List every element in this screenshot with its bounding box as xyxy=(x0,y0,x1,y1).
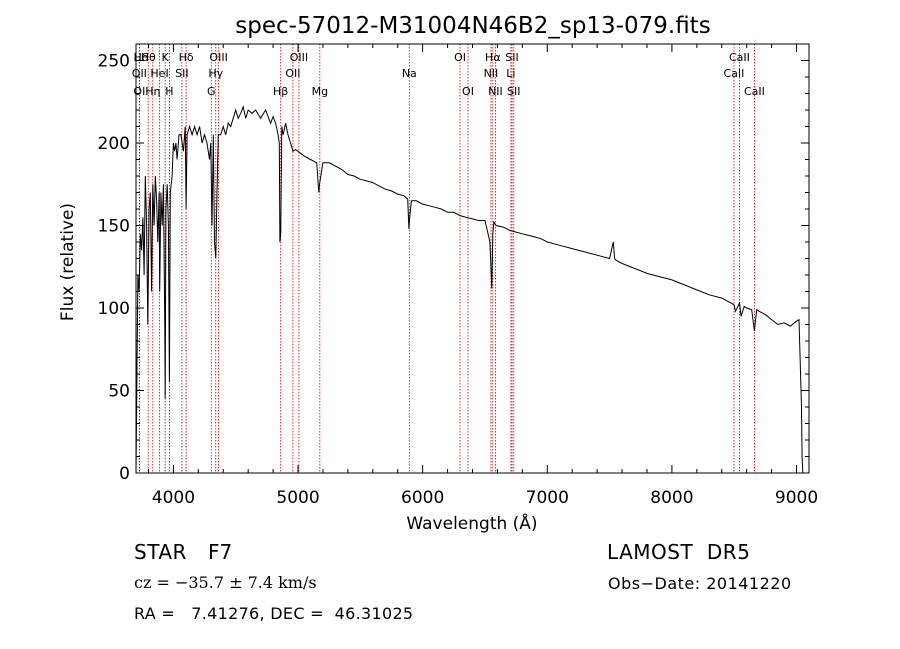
x-tick-label: 4000 xyxy=(152,488,195,508)
spectral-line-label: Mg xyxy=(312,85,328,98)
spectral-line-label: CaII xyxy=(729,51,750,64)
spectral-line-label: OI xyxy=(133,85,145,98)
spectral-line-label: OII xyxy=(132,67,147,80)
y-tick-label: 250 xyxy=(98,52,130,72)
y-axis-ticks: 0 50 100 150 200 250 xyxy=(98,52,809,484)
object-subclass: F7 xyxy=(208,540,233,564)
plot-frame xyxy=(135,43,810,474)
x-axis-label: Wavelength (Å) xyxy=(406,512,537,534)
spectral-line-label: Na xyxy=(402,67,417,80)
spectral-line-label: NII xyxy=(484,67,499,80)
y-tick-label: 0 xyxy=(119,464,130,484)
x-tick-label: 7000 xyxy=(526,488,569,508)
spectral-line-label: Hγ xyxy=(208,67,223,80)
spectral-line-label: H xyxy=(165,85,173,98)
survey-name: LAMOST DR5 xyxy=(607,540,751,564)
x-tick-label: 9000 xyxy=(775,488,818,508)
spectral-line-label: Hβ xyxy=(273,85,288,98)
x-tick-label: 6000 xyxy=(401,488,444,508)
spectral-line-label: Li xyxy=(506,67,515,80)
spectral-line-label: CaII xyxy=(744,85,765,98)
y-tick-label: 100 xyxy=(98,299,130,319)
spectrum-line xyxy=(135,104,804,474)
spectral-line-label: OI xyxy=(454,51,466,64)
spectral-line-label: SII xyxy=(175,67,188,80)
spectral-line-label: NII xyxy=(488,85,503,98)
spectral-line-label: OI xyxy=(462,85,474,98)
spectral-line-label: SII xyxy=(507,85,520,98)
spectral-line-label: OIII xyxy=(209,51,227,64)
x-tick-label: 5000 xyxy=(276,488,319,508)
spectral-line-label: Hη xyxy=(145,85,160,98)
object-class: STAR xyxy=(134,540,187,564)
coordinates: RA = 7.41276, DEC = 46.31025 xyxy=(134,604,414,623)
spectral-line-label: Hα xyxy=(485,51,501,64)
spectral-line-label: K xyxy=(162,51,170,64)
observation-date: Obs−Date: 20141220 xyxy=(608,574,792,593)
spectral-line-label: OIII xyxy=(290,51,308,64)
y-tick-label: 50 xyxy=(108,382,130,402)
y-axis-label: Flux (relative) xyxy=(58,203,78,321)
spectral-line-label: G xyxy=(207,85,216,98)
x-tick-label: 8000 xyxy=(650,488,693,508)
spectral-line-label: Hθ xyxy=(141,51,156,64)
y-tick-label: 200 xyxy=(98,134,130,154)
redshift-velocity: cz = −35.7 ± 7.4 km/s xyxy=(134,573,317,592)
spectral-line-label: CaII xyxy=(724,67,745,80)
emission-line-markers xyxy=(138,44,755,473)
y-tick-label: 150 xyxy=(98,217,130,237)
spectral-line-label: HeI xyxy=(150,67,168,80)
chart-title: spec-57012-M31004N46B2_sp13-079.fits xyxy=(235,13,710,39)
spectral-line-label: OII xyxy=(285,67,300,80)
x-axis-ticks: 4000 5000 6000 7000 8000 9000 xyxy=(147,44,818,508)
spectral-line-label: Hδ xyxy=(179,51,194,64)
spectral-line-label: SII xyxy=(505,51,518,64)
